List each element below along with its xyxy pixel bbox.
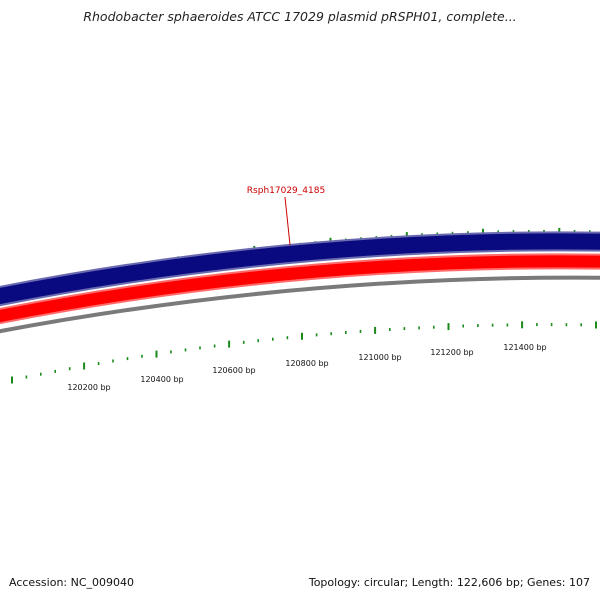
gene-label-rsph17029-4185[interactable]: Rsph17029_4185 <box>247 186 325 196</box>
reverse-strand-band[interactable] <box>0 255 600 323</box>
ruler-label: 120600 bp <box>212 366 255 375</box>
ruler-label: 120400 bp <box>140 375 183 384</box>
accession-text: Accession: NC_009040 <box>9 576 135 589</box>
ruler-label: 121400 bp <box>503 343 546 352</box>
gene-label-leader-line <box>284 196 291 246</box>
forward-strand-band[interactable] <box>0 233 600 305</box>
ruler-label: 120800 bp <box>285 359 328 368</box>
ruler-label: 120200 bp <box>67 383 110 392</box>
genome-backbone <box>0 275 600 334</box>
ruler-label: 121000 bp <box>358 353 401 362</box>
ruler-tick-marks <box>11 321 597 384</box>
ruler-label: 121200 bp <box>430 348 473 357</box>
topology-summary: Topology: circular; Length: 122,606 bp; … <box>308 576 590 589</box>
ruler-labels: 120200 bp 120400 bp 120600 bp 120800 bp 1210… <box>67 343 546 392</box>
map-title: Rhodobacter sphaeroides ATCC 17029 plasm… <box>83 9 517 24</box>
